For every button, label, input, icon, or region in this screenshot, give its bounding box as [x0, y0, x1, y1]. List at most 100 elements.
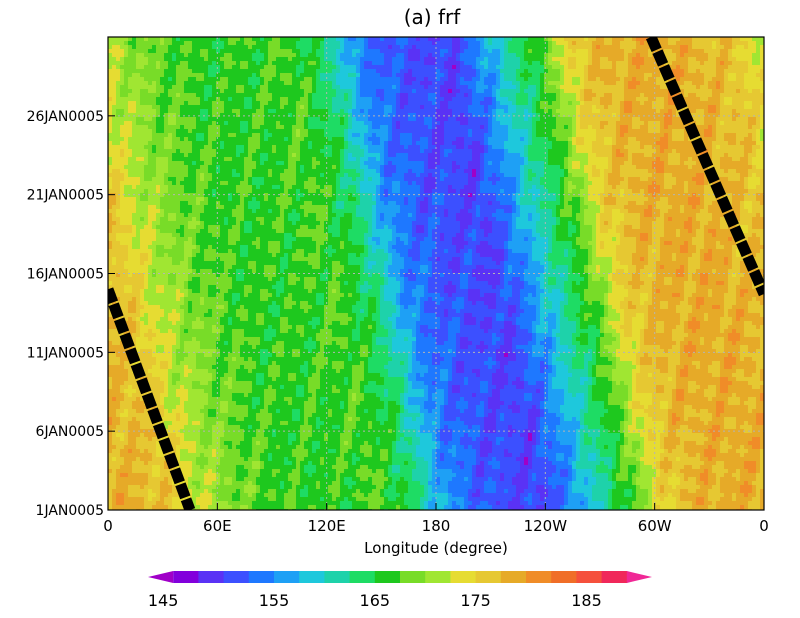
heatmap-cell [472, 117, 477, 122]
heatmap-cell [332, 77, 337, 82]
heatmap-cell [364, 125, 369, 130]
heatmap-cell [236, 117, 241, 122]
heatmap-cell [416, 57, 421, 62]
heatmap-cell [724, 121, 729, 126]
heatmap-cell [720, 145, 725, 150]
heatmap-cell [668, 125, 673, 130]
heatmap-cell [672, 149, 677, 154]
heatmap-cell [360, 121, 365, 126]
heatmap-cell [124, 141, 129, 146]
heatmap-cell [476, 133, 481, 138]
heatmap-cell [388, 149, 393, 154]
heatmap-cell [404, 65, 409, 70]
heatmap-cell [584, 57, 589, 62]
heatmap-cell [192, 101, 197, 106]
heatmap-cell [312, 113, 317, 118]
heatmap-cell [316, 125, 321, 130]
heatmap-cell [212, 125, 217, 130]
heatmap-cell [124, 89, 129, 94]
heatmap-cell [252, 117, 257, 122]
heatmap-cell [268, 125, 273, 130]
heatmap-cell [468, 109, 473, 114]
heatmap-cell [232, 133, 237, 138]
heatmap-cell [616, 109, 621, 114]
heatmap-cell [488, 105, 493, 110]
heatmap-cell [752, 101, 757, 106]
heatmap-cell [608, 49, 613, 54]
heatmap-cell [476, 141, 481, 146]
heatmap-cell [548, 153, 553, 158]
heatmap-cell [268, 113, 273, 118]
heatmap-cell [484, 117, 489, 122]
heatmap-cell [136, 61, 141, 66]
heatmap-cell [300, 117, 305, 122]
heatmap-cell [564, 53, 569, 58]
heatmap-cell [608, 89, 613, 94]
heatmap-cell [392, 45, 397, 50]
heatmap-cell [160, 57, 165, 62]
heatmap-cell [248, 97, 253, 102]
heatmap-cell [480, 85, 485, 90]
heatmap-cell [404, 121, 409, 126]
heatmap-cell [228, 109, 233, 114]
heatmap-cell [612, 105, 617, 110]
heatmap-cell [720, 89, 725, 94]
heatmap-cell [596, 93, 601, 98]
heatmap-cell [500, 81, 505, 86]
heatmap-cell [608, 117, 613, 122]
heatmap-cell [164, 133, 169, 138]
heatmap-cell [376, 49, 381, 54]
heatmap-cell [596, 65, 601, 70]
heatmap-cell [624, 69, 629, 74]
heatmap-cell [500, 69, 505, 74]
heatmap-cell [528, 45, 533, 50]
heatmap-cell [304, 129, 309, 134]
heatmap-cell [356, 149, 361, 154]
heatmap-cell [296, 89, 301, 94]
heatmap-cell [620, 77, 625, 82]
heatmap-cell [240, 97, 245, 102]
heatmap-cell [444, 137, 449, 142]
heatmap-cell [704, 137, 709, 142]
heatmap-cell [724, 113, 729, 118]
heatmap-cell [320, 85, 325, 90]
heatmap-cell [204, 137, 209, 142]
heatmap-cell [572, 125, 577, 130]
heatmap-cell [604, 49, 609, 54]
heatmap-cell [532, 81, 537, 86]
heatmap-cell [168, 105, 173, 110]
heatmap-cell [632, 37, 637, 42]
heatmap-cell [308, 69, 313, 74]
heatmap-cell [484, 53, 489, 58]
heatmap-cell [696, 49, 701, 54]
heatmap-cell [576, 153, 581, 158]
heatmap-cell [416, 101, 421, 106]
heatmap-cell [548, 37, 553, 42]
heatmap-cell [576, 113, 581, 118]
heatmap-cell [424, 73, 429, 78]
heatmap-cell [212, 133, 217, 138]
heatmap-cell [536, 77, 541, 82]
heatmap-cell [396, 109, 401, 114]
heatmap-cell [208, 137, 213, 142]
heatmap-cell [200, 49, 205, 54]
heatmap-cell [740, 69, 745, 74]
heatmap-cell [260, 117, 265, 122]
heatmap-cell [148, 93, 153, 98]
heatmap-cell [300, 105, 305, 110]
heatmap-cell [732, 73, 737, 78]
heatmap-cell [160, 85, 165, 90]
heatmap-cell [412, 149, 417, 154]
heatmap-cell [584, 93, 589, 98]
heatmap-cell [508, 149, 513, 154]
heatmap-cell [132, 85, 137, 90]
heatmap-cell [356, 113, 361, 118]
heatmap-cell [428, 117, 433, 122]
heatmap-cell [180, 113, 185, 118]
heatmap-cell [188, 117, 193, 122]
heatmap-cell [312, 141, 317, 146]
heatmap-cell [164, 81, 169, 86]
heatmap-cell [616, 49, 621, 54]
heatmap-cell [304, 101, 309, 106]
heatmap-cell [472, 41, 477, 46]
